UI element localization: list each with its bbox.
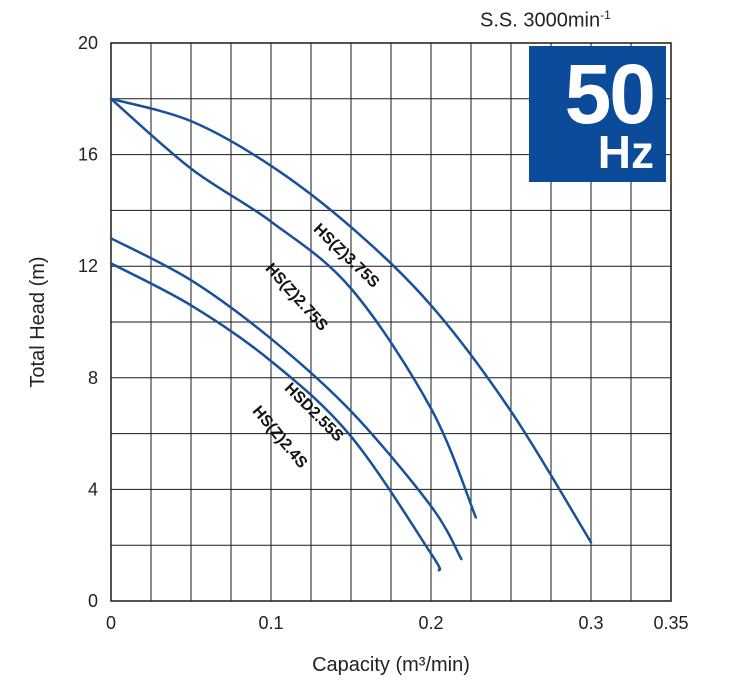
- frequency-unit: Hz: [597, 126, 654, 178]
- y-tick-label: 0: [88, 591, 98, 611]
- frequency-value: 50: [564, 47, 656, 141]
- plot-frame: [110, 42, 672, 602]
- x-tick-label: 0.3: [578, 613, 603, 633]
- x-tick-label: 0.2: [418, 613, 443, 633]
- y-tick-label: 4: [88, 479, 98, 499]
- y-tick-label: 20: [78, 33, 98, 53]
- speed-label-exponent: -1: [600, 8, 611, 22]
- y-tick-label: 16: [78, 145, 98, 165]
- speed-label: S.S. 3000min-1: [480, 8, 611, 33]
- series-line: [109, 237, 463, 561]
- x-tick-label: 0: [106, 613, 116, 633]
- x-axis-title: Capacity (m³/min): [312, 654, 470, 676]
- series-line: [109, 97, 478, 519]
- speed-label-text: S.S. 3000min: [480, 9, 601, 32]
- y-tick-label: 12: [78, 256, 98, 276]
- x-tick-label: 0.1: [258, 613, 283, 633]
- series-line: [109, 262, 442, 572]
- y-axis-title: Total Head (m): [27, 256, 49, 387]
- frequency-badge: 50 Hz: [529, 46, 666, 182]
- x-tick-label: 0.35: [653, 613, 688, 633]
- y-tick-label: 8: [88, 368, 98, 388]
- series-line: [109, 97, 593, 544]
